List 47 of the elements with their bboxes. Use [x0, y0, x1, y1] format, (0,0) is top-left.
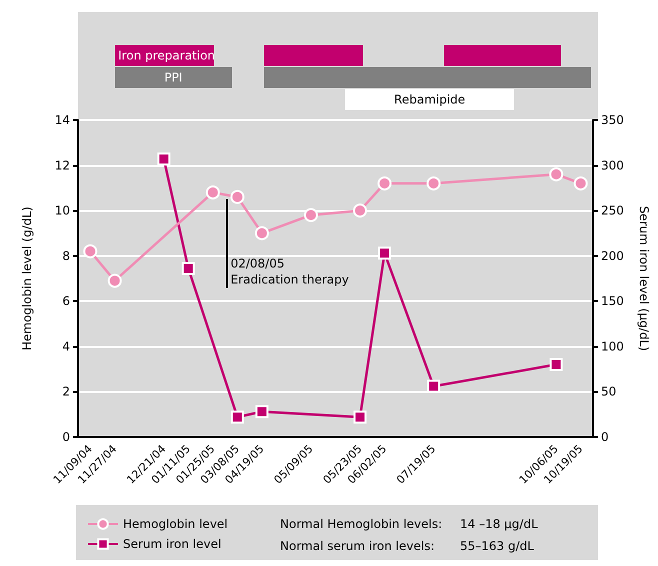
point — [83, 244, 98, 258]
point — [574, 176, 588, 190]
point — [427, 380, 440, 393]
point — [378, 176, 392, 190]
point — [230, 190, 244, 204]
y-tick-label: 8 — [62, 248, 70, 263]
text: Iron preparation — [118, 48, 216, 62]
point — [304, 208, 318, 222]
y2-tick-label: 0 — [601, 430, 609, 444]
point — [230, 410, 244, 424]
point — [157, 152, 170, 166]
y2-tick-label: 250 — [601, 204, 624, 218]
text: Normal Hemoglobin levels: — [280, 517, 442, 531]
y2-tick-label: 150 — [601, 294, 624, 308]
y-axis-title: Hemoglobin level (g/dL) — [20, 206, 34, 350]
point — [549, 167, 564, 182]
text: Normal serum iron levels: — [280, 539, 435, 553]
point — [254, 226, 269, 240]
text: PPI — [164, 70, 182, 84]
text: 55–163 g/dL — [460, 539, 534, 553]
point — [108, 274, 122, 288]
point — [353, 204, 368, 218]
y-tick-label: 12 — [54, 158, 70, 172]
y2-tick-label: 300 — [601, 158, 624, 172]
legend-label: Serum iron level — [123, 537, 222, 551]
y-tick-label: 6 — [62, 294, 70, 308]
point — [206, 185, 220, 200]
y-tick-label: 2 — [62, 384, 70, 399]
y-tick-label: 10 — [54, 204, 70, 218]
point — [426, 176, 441, 190]
y-tick-label: 0 — [62, 430, 70, 444]
point — [255, 405, 268, 418]
point — [354, 410, 367, 424]
y-tick-label: 14 — [54, 113, 70, 127]
y2-tick-label: 200 — [601, 248, 624, 263]
y2-tick-label: 50 — [601, 384, 616, 399]
y2-tick-label: 350 — [601, 113, 624, 127]
point — [550, 358, 563, 372]
text: 14 –18 μg/dL — [460, 517, 538, 531]
legend-label: Hemoglobin level — [123, 517, 228, 531]
point — [182, 262, 195, 276]
y2-axis-title: Serum iron level (µg/dL) — [637, 206, 651, 352]
point — [378, 246, 392, 260]
annotation: 02/08/05 Eradication therapy — [230, 256, 349, 287]
y-tick-label: 4 — [62, 339, 70, 354]
text: Rebamipide — [394, 92, 466, 106]
y2-tick-label: 100 — [601, 339, 624, 354]
